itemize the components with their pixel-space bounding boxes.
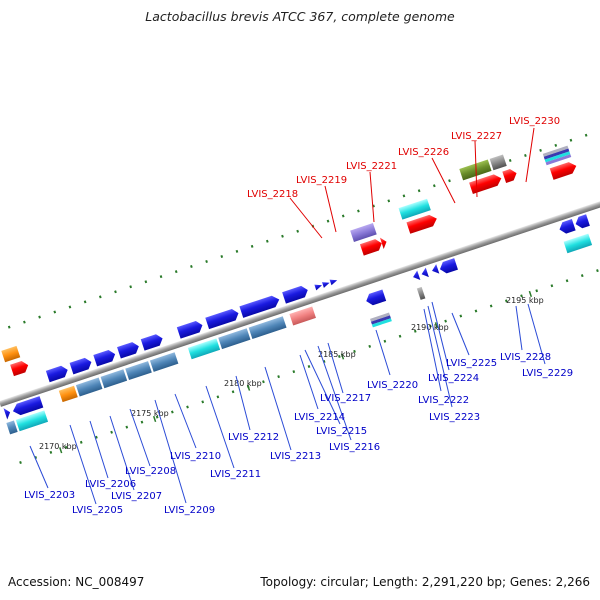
gene-label[interactable]: LVIS_2219 xyxy=(296,175,347,186)
feature-cyan[interactable] xyxy=(398,198,431,220)
tick-labels: 2170 kbp 2175 kbp 2180 kbp 2185 kbp 2190… xyxy=(39,296,544,451)
labels-above: LVIS_2218 LVIS_2219 LVIS_2221 LVIS_2226 … xyxy=(247,116,560,200)
gene-label[interactable]: LVIS_2213 xyxy=(270,451,321,462)
gene-arrow-small[interactable] xyxy=(321,280,331,288)
gene-label[interactable]: LVIS_2220 xyxy=(367,380,418,391)
tick-label: 2190 kbp xyxy=(411,323,449,332)
feature-steel[interactable] xyxy=(125,361,152,381)
gene-label[interactable]: LVIS_2208 xyxy=(125,466,176,477)
gene-arrow[interactable] xyxy=(3,407,12,420)
genome-backbone xyxy=(0,180,600,407)
feature-olive[interactable] xyxy=(459,159,492,181)
gene-arrow[interactable] xyxy=(364,289,387,306)
gene-label[interactable]: LVIS_2207 xyxy=(111,491,162,502)
tick-label: 2175 kbp xyxy=(131,409,169,418)
feature-cyan[interactable] xyxy=(563,233,593,254)
feature-steel[interactable] xyxy=(100,369,128,389)
gene-arrow-small[interactable] xyxy=(314,282,323,291)
gene-label[interactable]: LVIS_2215 xyxy=(316,426,367,437)
gene-label[interactable]: LVIS_2218 xyxy=(247,189,298,200)
gene-label[interactable]: LVIS_2217 xyxy=(320,393,371,404)
feature-pink[interactable] xyxy=(289,306,316,326)
gene-label[interactable]: LVIS_2203 xyxy=(24,490,75,501)
gene-label[interactable]: LVIS_2209 xyxy=(164,505,215,516)
feature-steel[interactable] xyxy=(75,377,103,397)
accession-text: Accession: NC_008497 xyxy=(8,575,145,589)
gene-label[interactable]: LVIS_2216 xyxy=(329,442,380,453)
feature-rna[interactable] xyxy=(10,359,30,377)
scale-ticks xyxy=(59,290,533,454)
tick-label: 2185 kbp xyxy=(318,350,356,359)
gene-label[interactable]: LVIS_2211 xyxy=(210,469,261,480)
feature-grey[interactable] xyxy=(416,286,426,300)
gene-label[interactable]: LVIS_2214 xyxy=(294,412,345,423)
feature-grey[interactable] xyxy=(489,154,507,171)
feature-rna[interactable] xyxy=(379,236,389,249)
gene-label[interactable]: LVIS_2228 xyxy=(500,352,551,363)
gene-label[interactable]: LVIS_2210 xyxy=(170,451,221,462)
feature-rna[interactable] xyxy=(502,167,518,183)
gene-label[interactable]: LVIS_2206 xyxy=(85,479,136,490)
tick-label: 2180 kbp xyxy=(224,379,262,388)
gene-arrow[interactable] xyxy=(282,284,310,304)
gene-arrow[interactable] xyxy=(239,294,281,318)
gene-arrow-small[interactable] xyxy=(329,277,339,286)
gene-arrow[interactable] xyxy=(205,307,240,330)
gene-arrow[interactable] xyxy=(117,341,141,359)
tick-label: 2170 kbp xyxy=(39,442,77,451)
gene-arrow[interactable] xyxy=(45,364,70,383)
feature-orange[interactable] xyxy=(58,385,78,403)
gene-label[interactable]: LVIS_2226 xyxy=(398,147,449,158)
reverse-strand-features xyxy=(3,214,593,435)
gene-label[interactable]: LVIS_2223 xyxy=(429,412,480,423)
gene-arrow[interactable] xyxy=(574,214,590,229)
gene-arrow[interactable] xyxy=(140,333,165,351)
gene-arrow[interactable] xyxy=(93,348,117,367)
feature-rna[interactable] xyxy=(549,160,578,180)
gene-label[interactable]: LVIS_2229 xyxy=(522,368,573,379)
tick-label: 2195 kbp xyxy=(506,296,544,305)
feature-purple[interactable] xyxy=(350,223,377,242)
gene-arrow[interactable] xyxy=(438,258,458,275)
gene-label[interactable]: LVIS_2221 xyxy=(346,161,397,172)
leaders-above xyxy=(289,127,535,239)
gene-label[interactable]: LVIS_2225 xyxy=(446,358,497,369)
feature-cyan[interactable] xyxy=(187,338,221,360)
gene-label[interactable]: LVIS_2224 xyxy=(428,373,479,384)
feature-steel[interactable] xyxy=(6,420,18,435)
genome-summary-text: Topology: circular; Length: 2,291,220 bp… xyxy=(260,575,590,589)
feature-rna[interactable] xyxy=(406,213,438,234)
gene-label[interactable]: LVIS_2205 xyxy=(72,505,123,516)
labels-below: LVIS_2203 LVIS_2205 LVIS_2206 LVIS_2207 … xyxy=(24,352,573,516)
gene-arrow-small[interactable] xyxy=(430,264,440,275)
gene-label[interactable]: LVIS_2227 xyxy=(451,131,502,142)
gene-arrow-small[interactable] xyxy=(411,270,421,281)
gene-arrow[interactable] xyxy=(176,319,205,339)
gene-arrow-small[interactable] xyxy=(420,267,429,279)
feature-steel[interactable] xyxy=(248,316,287,340)
feature-orange[interactable] xyxy=(1,345,21,363)
gene-label[interactable]: LVIS_2212 xyxy=(228,432,279,443)
feature-cyan[interactable] xyxy=(15,410,49,432)
feature-steel[interactable] xyxy=(149,352,179,372)
leaders-below xyxy=(29,301,546,505)
gene-arrow[interactable] xyxy=(11,396,44,417)
feature-steel[interactable] xyxy=(218,328,251,350)
gene-arrow[interactable] xyxy=(69,356,94,375)
gene-label[interactable]: LVIS_2230 xyxy=(509,116,560,127)
map-title: Lactobacillus brevis ATCC 367, complete … xyxy=(145,9,455,24)
gene-label[interactable]: LVIS_2222 xyxy=(418,395,469,406)
feature-rna[interactable] xyxy=(359,238,384,256)
gene-arrow[interactable] xyxy=(558,219,576,235)
